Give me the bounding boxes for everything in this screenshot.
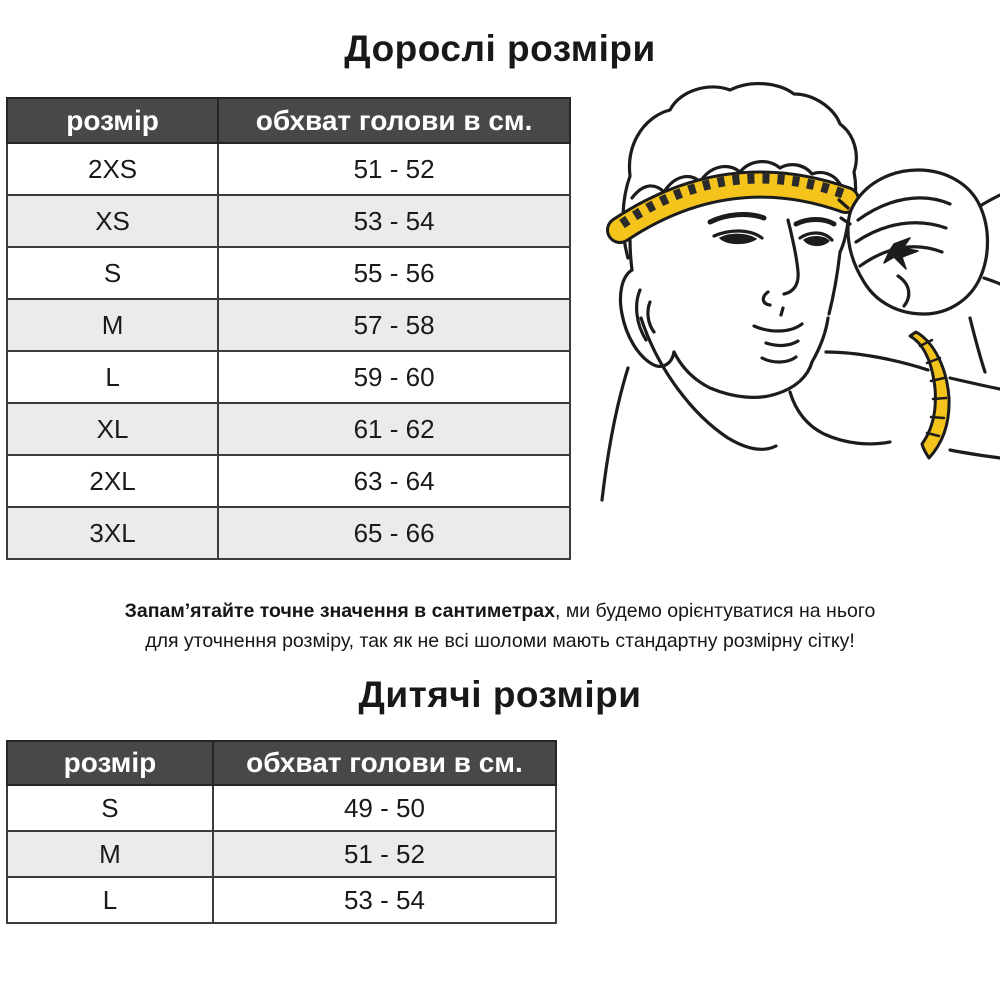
table-cell: 55 - 56 — [217, 246, 571, 300]
table-cell: 3XL — [5, 506, 220, 560]
table-row: M 57 - 58 — [5, 298, 571, 352]
column-header-circumference: обхват голови в см. — [217, 97, 571, 144]
kids-sizes-title: Дитячі розміри — [358, 674, 642, 715]
tape-measure-band — [606, 170, 860, 244]
table-cell: 49 - 50 — [211, 784, 558, 832]
adult-table-header: розмір обхват голови в см. — [5, 97, 571, 144]
table-cell: 53 - 54 — [217, 194, 571, 248]
size-note: Запам’ятайте точне значення в сантиметра… — [0, 596, 1000, 656]
table-cell: S — [5, 246, 220, 300]
adult-sizes-title: Дорослі розміри — [344, 28, 656, 69]
table-cell: M — [5, 298, 220, 352]
tape-measure-tail — [908, 330, 951, 460]
size-note-regular: , ми будемо орієнтуватися на нього — [554, 600, 876, 622]
kids-size-table: розмір обхват голови в см. S 49 - 50 M 51 -… — [6, 740, 558, 924]
table-row: S 55 - 56 — [5, 246, 571, 300]
table-row: 3XL 65 - 66 — [5, 506, 571, 560]
table-row: M 51 - 52 — [6, 830, 558, 878]
ear — [618, 268, 676, 368]
table-cell: 65 - 66 — [217, 506, 571, 560]
table-row: L 59 - 60 — [5, 350, 571, 404]
table-row: 2XL 63 - 64 — [5, 454, 571, 508]
table-row: XS 53 - 54 — [5, 194, 571, 248]
table-cell: XS — [5, 194, 220, 248]
table-cell: XL — [5, 402, 220, 456]
header-row: розмір обхват голови в см. — [5, 97, 571, 144]
neck-shoulders — [600, 316, 1000, 502]
face-outline — [672, 212, 850, 399]
table-cell: 2XS — [5, 142, 220, 196]
column-header-size: розмір — [5, 97, 220, 144]
table-cell: 61 - 62 — [217, 402, 571, 456]
table-cell: 51 - 52 — [211, 830, 558, 878]
table-row: L 53 - 54 — [6, 876, 558, 924]
arm-lines — [824, 193, 1000, 391]
size-note-bold: Запам’ятайте точне значення в сантиметра… — [124, 600, 555, 622]
table-row: XL 61 - 62 — [5, 402, 571, 456]
table-row: 2XS 51 - 52 — [5, 142, 571, 196]
table-cell: 2XL — [5, 454, 220, 508]
table-cell: 63 - 64 — [217, 454, 571, 508]
hand-fist — [837, 168, 990, 316]
table-cell: S — [6, 784, 214, 832]
table-cell: 59 - 60 — [217, 350, 571, 404]
column-header-circumference: обхват голови в см. — [211, 740, 558, 786]
kids-table-header: розмір обхват голови в см. — [6, 740, 558, 786]
table-cell: L — [6, 876, 214, 924]
column-header-size: розмір — [6, 740, 214, 786]
table-cell: M — [6, 830, 214, 878]
table-cell: 57 - 58 — [217, 298, 571, 352]
table-cell: 51 - 52 — [217, 142, 571, 196]
size-note-line2: для уточнення розміру, так як не всі шол… — [145, 630, 855, 653]
man-measuring-head-illustration — [598, 80, 1000, 588]
table-row: S 49 - 50 — [6, 784, 558, 832]
table-cell: L — [5, 350, 220, 404]
header-row: розмір обхват голови в см. — [6, 740, 558, 786]
adult-size-table: розмір обхват голови в см. 2XS 51 - 52 XS 5… — [5, 97, 571, 560]
table-cell: 53 - 54 — [211, 876, 558, 924]
